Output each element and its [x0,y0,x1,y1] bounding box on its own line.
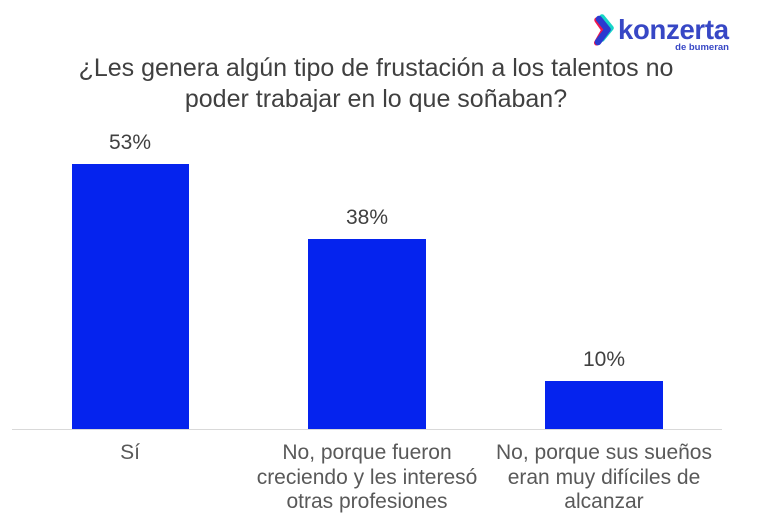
svg-text:konzerta: konzerta [618,14,730,45]
svg-text:de bumeran: de bumeran [675,42,729,53]
